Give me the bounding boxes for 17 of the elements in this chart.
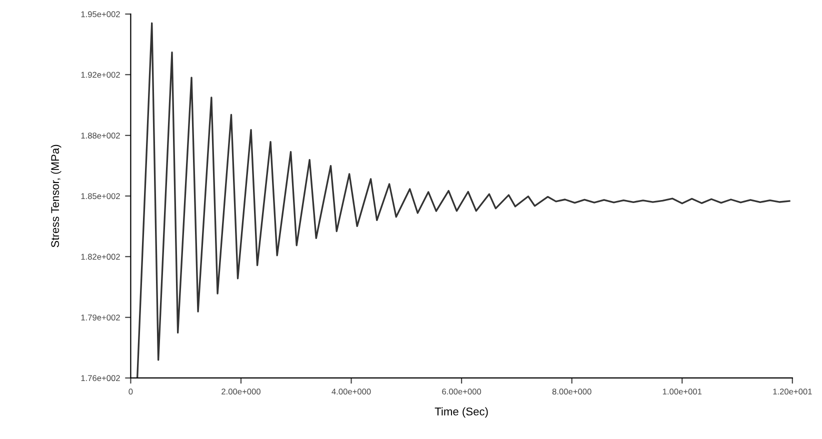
y-tick-label: 1.76e+002 (81, 375, 120, 382)
x-tick-label: 1.20e+001 (773, 388, 812, 395)
x-tick-label: 8.00e+000 (552, 388, 592, 395)
y-tick-label: 1.82e+002 (81, 254, 120, 260)
x-tick-label: 6.00e+000 (442, 388, 482, 395)
x-tick-label: 4.00e+000 (332, 388, 371, 395)
y-tick-label: 1.88e+002 (81, 132, 120, 139)
y-tick-label: 1.95e+002 (81, 11, 120, 18)
line-series (136, 22, 790, 378)
x-tick-label: 2.00e+000 (222, 388, 260, 395)
x-tick-label: 0 (128, 388, 133, 395)
y-tick-label: 1.92e+002 (81, 72, 120, 78)
y-axis-title: Stress Tensor, (MPa) (50, 144, 62, 248)
y-tick-label: 1.85e+002 (81, 193, 120, 200)
x-axis-title: Time (Sec) (434, 407, 488, 418)
y-tick-label: 1.79e+002 (81, 314, 120, 320)
x-tick-label: 1.00e+001 (662, 388, 702, 395)
